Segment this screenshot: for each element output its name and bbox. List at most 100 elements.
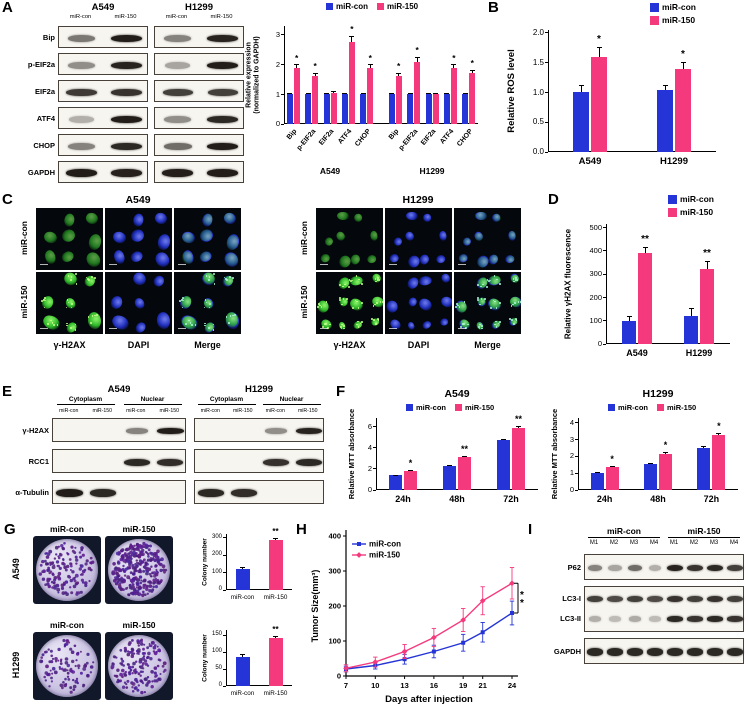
colony-dish-photo [33, 632, 101, 700]
error-bar-cap [393, 474, 398, 476]
h2ax-focus-dot [357, 307, 360, 310]
error-bar-cap [688, 307, 694, 309]
nucleus [133, 320, 148, 334]
nucleus [438, 230, 448, 241]
protein-band [295, 428, 322, 434]
h2ax-focus-dot [87, 279, 90, 281]
x-category-label: 24h [596, 494, 613, 504]
h2ax-focus-dot [515, 277, 517, 280]
h2ax-focus-dot [478, 303, 481, 306]
h2ax-focus-dot [373, 303, 376, 306]
series-line-miR-con [345, 612, 513, 670]
h2ax-focus-dot [494, 323, 497, 326]
h2ax-focus-dot [492, 299, 495, 302]
h2ax-focus-dot [460, 325, 463, 328]
nucleus [421, 319, 433, 331]
significance-marker: ** [703, 248, 711, 260]
y-tick-label: 50 [215, 665, 222, 672]
h2ax-focus-dot [493, 300, 496, 303]
h2ax-focus-dot [462, 323, 465, 325]
significance-marker: * [717, 420, 721, 431]
blot-strip [58, 80, 148, 102]
h2ax-focus-dot [189, 322, 192, 324]
y-tick-mark [373, 447, 376, 449]
significance-marker: * [597, 33, 601, 45]
error-bar-cap [324, 92, 329, 94]
error-bar [275, 537, 276, 541]
h2ax-focus-dot [495, 326, 498, 329]
plot-area [226, 630, 292, 686]
cell-line-title: H1299 [245, 384, 273, 395]
protein-band [164, 115, 191, 123]
cell-line-group-label: H1299 [419, 166, 445, 176]
x-tick-label: 24 [508, 681, 517, 690]
legend-label: miR-150 [680, 207, 714, 217]
legend-marker [356, 552, 362, 558]
y-axis-label: Colony number [201, 538, 209, 586]
panel-C-label: C [2, 191, 13, 208]
h2ax-focus-dot [185, 322, 187, 325]
nucleus [82, 273, 98, 289]
h2ax-focus-dot [203, 306, 206, 309]
protein-band [666, 616, 684, 622]
y-tick-mark [223, 572, 226, 573]
data-marker [460, 617, 467, 623]
h2ax-focus-dot [463, 301, 466, 303]
y-tick-mark [545, 151, 548, 153]
x-tick-label: 19 [459, 681, 467, 690]
error-bar-cap [396, 72, 402, 74]
scale-bar [389, 328, 397, 330]
h2ax-focus-dot [74, 329, 77, 331]
h2ax-focus-dot [497, 322, 500, 325]
condition-header: miR-con [50, 524, 84, 534]
protein-band [110, 61, 143, 69]
h2ax-focus-dot [355, 300, 358, 303]
bar-miR-con [443, 465, 456, 490]
h2ax-focus-dot [329, 323, 331, 326]
error-bar-cap [501, 439, 506, 441]
h2ax-focus-dot [375, 280, 378, 283]
blot-strip [154, 53, 244, 75]
h2ax-focus-dot [514, 302, 516, 305]
h2ax-focus-dot [361, 283, 363, 285]
protein-band [686, 648, 704, 656]
error-bar-cap [469, 69, 475, 71]
protein-band [123, 458, 150, 466]
h2ax-focus-dot [208, 306, 211, 309]
error-bar-cap [648, 462, 653, 464]
protein-band [263, 458, 290, 466]
protein-band [67, 34, 96, 42]
h2ax-focus-dot [320, 306, 323, 308]
plot-area [578, 418, 738, 490]
nucleus [336, 211, 350, 221]
h2ax-focus-dot [209, 303, 211, 305]
protein-band [607, 595, 623, 603]
h2ax-focus-dot [477, 297, 479, 299]
blot-strip [58, 26, 148, 48]
h2ax-focus-dot [378, 279, 380, 281]
protein-band [646, 648, 664, 656]
y-tick-label: 0 [367, 485, 372, 495]
protein-band [90, 489, 117, 497]
panel-F-label: F [336, 383, 346, 400]
error-bar [718, 432, 720, 435]
panel-D-h2ax-chart: Relative γH2AX fluorescence 0 100 200 300 400… [560, 194, 746, 380]
error-bar [664, 84, 666, 90]
bar-miR-150 [395, 75, 402, 124]
chart-title: H1299 [642, 388, 674, 400]
protein-label: GAPDH [27, 168, 55, 177]
y-tick-mark [223, 634, 226, 636]
h2ax-focus-dot [499, 283, 501, 285]
h2ax-focus-dot [377, 277, 379, 280]
legend-label: miR-con [416, 403, 446, 412]
h2ax-focus-dot [339, 326, 342, 328]
error-bar-cap [578, 84, 584, 86]
h2ax-focus-dot [208, 276, 211, 279]
error-bar-cap [680, 61, 686, 63]
error-bar-cap [596, 46, 602, 48]
bar-miR-con [341, 94, 348, 124]
data-marker [431, 634, 437, 641]
protein-band [587, 595, 603, 603]
y-tick-label: 3 [275, 30, 280, 40]
bar-miR-con [360, 94, 367, 124]
